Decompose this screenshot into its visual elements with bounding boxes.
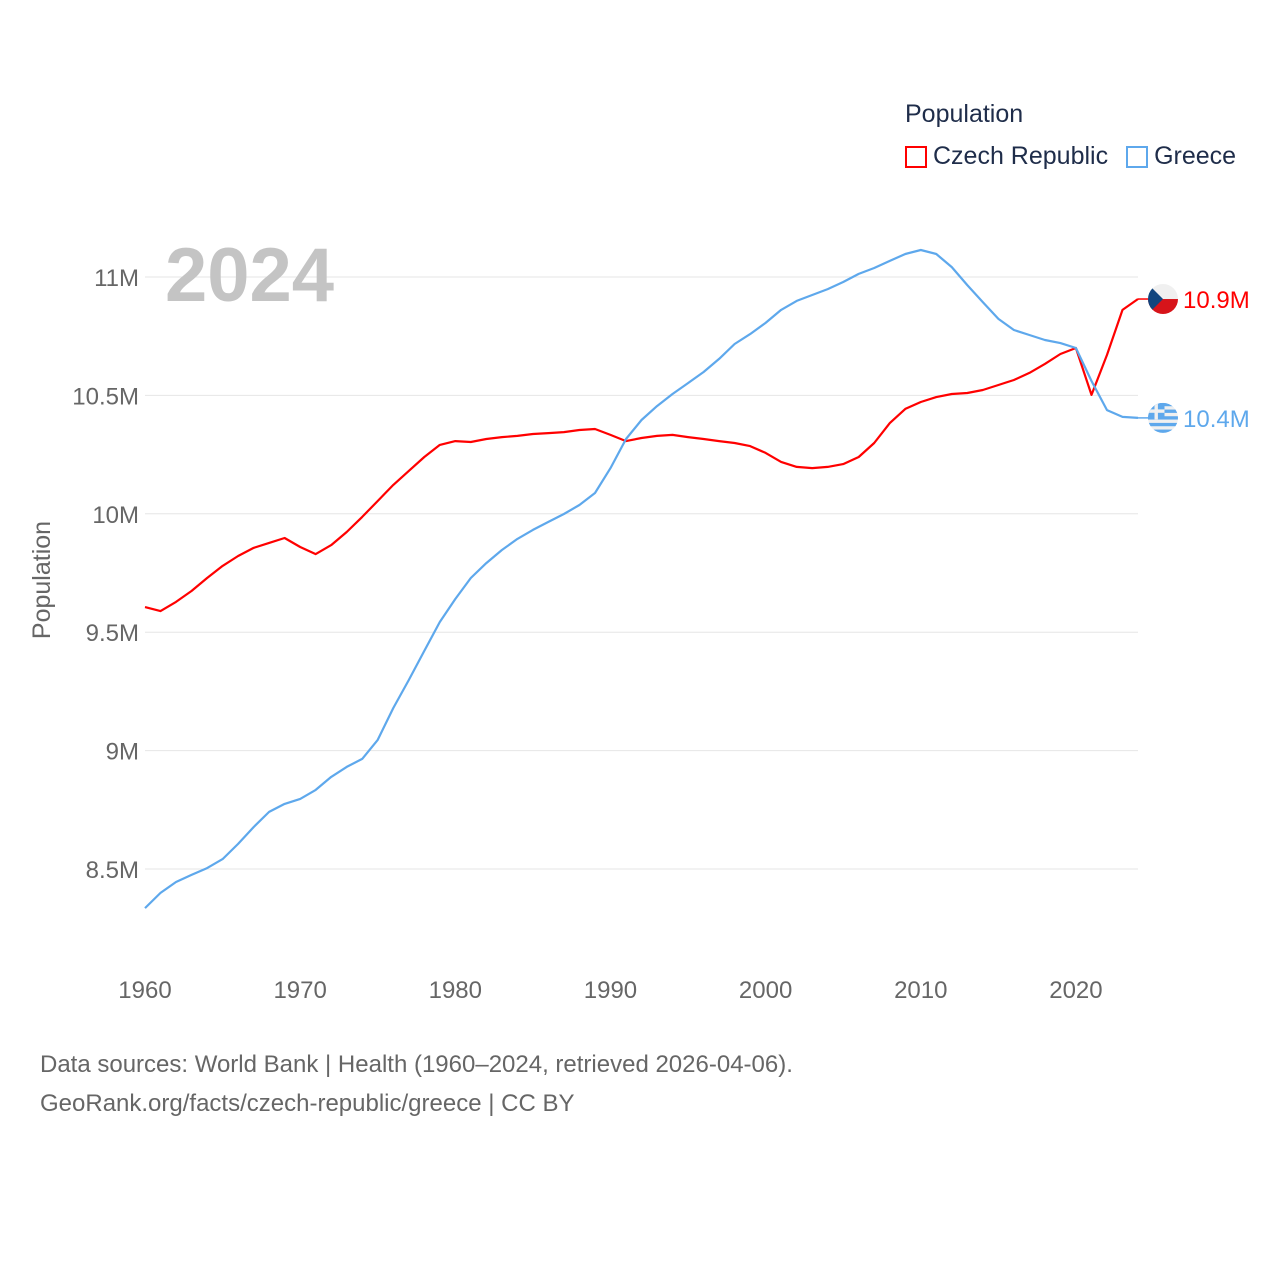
greece-flag-icon (1148, 402, 1178, 433)
czech-flag-icon (1148, 284, 1178, 315)
x-tick-label: 2010 (894, 977, 947, 1004)
flag-body (1148, 402, 1178, 433)
x-tick-label: 2020 (1049, 977, 1102, 1004)
legend-item-greece[interactable]: Greece (1126, 142, 1236, 171)
series-line-czech (144, 298, 1139, 613)
y-tick-label: 9M (106, 739, 139, 766)
end-value-label: 10.9M (1183, 287, 1250, 314)
legend-swatch-greece (1126, 145, 1149, 168)
x-tick-label: 1980 (429, 977, 482, 1004)
flag-cross-v (1154, 402, 1158, 420)
end-value-label: 10.4M (1183, 406, 1250, 433)
x-tick-label: 2000 (739, 977, 792, 1004)
x-tick-label: 1960 (118, 977, 171, 1004)
legend-label: Czech Republic (933, 142, 1109, 170)
flag-stripe (1148, 422, 1178, 427)
year-watermark: 2024 (165, 233, 334, 318)
y-axis-label: Population (28, 521, 56, 639)
legend-title: Population (905, 100, 1024, 128)
y-tick-label: 10.5M (72, 383, 139, 410)
x-tick-label: 1970 (273, 977, 326, 1004)
legend-label: Greece (1154, 142, 1237, 170)
y-tick-label: 11M (94, 265, 139, 292)
data-source-text: Data sources: World Bank | Health (1960–… (40, 1051, 793, 1078)
flag-body (1148, 284, 1178, 315)
x-tick-label: 1990 (584, 977, 637, 1004)
y-tick-label: 9.5M (86, 620, 139, 647)
flag-stripe (1148, 419, 1178, 424)
legend-item-czech-republic[interactable]: Czech Republic (905, 142, 1108, 171)
y-tick-label: 8.5M (86, 857, 139, 884)
legend-swatch-czech (905, 145, 927, 168)
series-line-greece (144, 248, 1139, 909)
legend: Czech Republic Greece (905, 142, 1236, 171)
flag-blue (1148, 284, 1163, 315)
attribution-link[interactable]: GeoRank.org/facts/czech-republic/greece … (40, 1090, 575, 1117)
flag-stripe (1148, 426, 1178, 430)
flag-stripe (1148, 429, 1178, 433)
y-tick-label: 10M (92, 502, 139, 529)
footer: Data sources: World Bank | Health (1960–… (40, 1045, 793, 1123)
